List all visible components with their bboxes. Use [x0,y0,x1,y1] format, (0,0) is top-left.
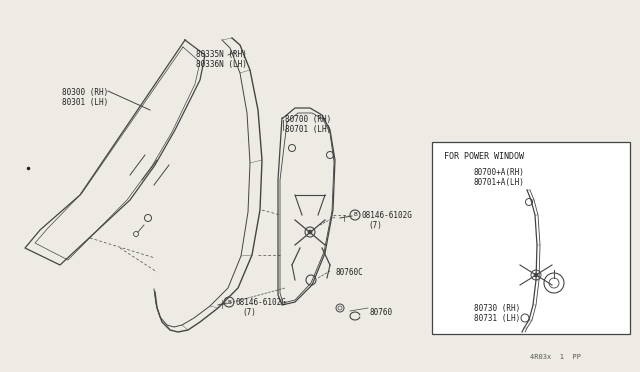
Text: (7): (7) [242,308,256,317]
Text: 80700 (RH): 80700 (RH) [285,115,332,124]
Text: 80760: 80760 [370,308,393,317]
Text: 80731 (LH): 80731 (LH) [474,314,520,323]
Text: B: B [227,299,231,305]
Text: 80701 (LH): 80701 (LH) [285,125,332,134]
Text: 80335N (RH): 80335N (RH) [196,50,247,59]
Text: 80336N (LH): 80336N (LH) [196,60,247,69]
Text: (7): (7) [368,221,382,230]
Text: 80300 (RH): 80300 (RH) [62,88,108,97]
Text: B: B [353,212,357,218]
Circle shape [308,230,312,234]
Bar [432,142,630,334]
Text: 80700+A(RH): 80700+A(RH) [474,168,525,177]
Text: 08146-6102G: 08146-6102G [362,211,413,220]
Text: 80760C: 80760C [335,268,363,277]
Text: 08146-6102G: 08146-6102G [236,298,287,307]
Text: 80301 (LH): 80301 (LH) [62,98,108,107]
Text: 4R03x  1  PP: 4R03x 1 PP [530,354,581,360]
Text: 80701+A(LH): 80701+A(LH) [474,178,525,187]
Text: 80730 (RH): 80730 (RH) [474,304,520,313]
Circle shape [534,273,538,277]
Text: FOR POWER WINDOW: FOR POWER WINDOW [444,152,524,161]
